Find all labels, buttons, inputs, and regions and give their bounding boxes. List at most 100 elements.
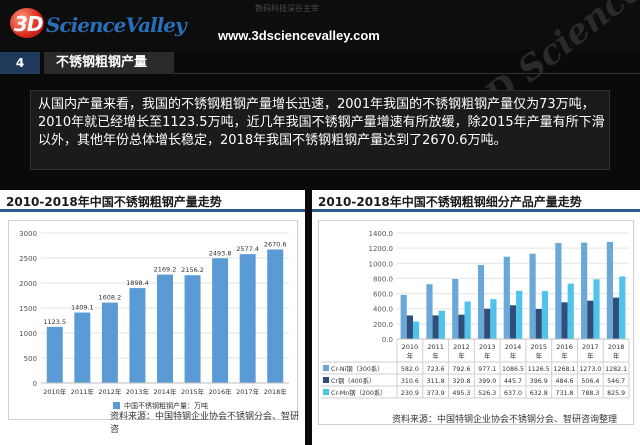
x-tick-suffix: 年 [587,351,594,360]
bar-cr-ni [529,253,536,339]
bar-cr-ni [426,284,433,339]
table-cell: 1086.5 [502,366,524,373]
y-tick-label: 3000 [19,230,37,238]
table-series-label: Cr-Mn钢（200系） [331,388,387,397]
x-tick-label: 2018 [608,343,625,351]
x-tick-label: 2010 [402,343,419,351]
table-cell: 788.3 [581,390,599,397]
table-legend-swatch [323,377,329,383]
x-tick-suffix: 年 [613,351,620,360]
x-tick-label: 2014年 [153,387,177,396]
table-cell: 399.0 [478,378,496,385]
right-chart-panel: 2010-2018年中国不锈钢粗钢细分产品产量走势 0.0 200.0 400.0 6… [312,190,640,445]
faint-header-text: 数码科技深谷主宰 [255,4,319,13]
table-cell: 445.7 [504,378,522,385]
table-cell: 311.8 [427,378,445,385]
table-legend-swatch [323,389,329,395]
bar-value-label: 2169.2 [154,266,177,274]
x-tick-suffix: 年 [407,351,414,360]
y-tick-label: 1000 [19,330,37,338]
table-cell: 1273.0 [579,366,601,373]
x-tick-label: 2016年 [209,387,233,396]
x-tick-label: 2012年 [98,387,122,396]
bar-value-label: 1898.4 [126,279,149,287]
total-output-chart: 0 500 1000 1500 2000 2500 3000 1123.5 2010年 1409.… [19,230,289,410]
x-tick-label: 2013 [479,343,496,351]
table-cell: 792.6 [452,366,470,373]
y-tick-label: 1200.0 [369,245,394,253]
bar-cr-ni [555,242,562,339]
bar [267,249,284,383]
bar-cr-ni [503,256,510,339]
y-tick-label: 400.0 [373,306,393,314]
bar-cr-ni [606,241,614,339]
x-tick-label: 2011年 [71,387,95,396]
table-cell: 506.4 [581,378,599,385]
website-link[interactable]: www.3dsciencevalley.com [218,28,380,43]
bar-value-label: 1123.5 [43,318,66,326]
y-tick-label: 1500 [19,305,37,313]
y-tick-label: 500 [24,355,37,363]
bar-value-label: 2493.8 [209,249,232,257]
table-series-label: Cr-Ni钢（300系） [331,364,384,373]
table-cell: 310.6 [401,378,419,385]
x-tick-suffix: 年 [561,351,568,360]
table-cell: 526.3 [478,390,496,397]
description-text: 从国内产量来看，我国的不锈钢粗钢产量增长迅速，2001年我国的不锈钢粗钢产量仅为… [38,97,605,148]
bar-cr [587,300,594,339]
bar-cr-mn [567,283,574,339]
bar-cr-mn [490,299,497,339]
bar-value-label: 2577.4 [236,245,259,253]
table-cell: 825.9 [607,390,625,397]
y-tick-label: 1000.0 [369,260,394,268]
bar [212,258,229,383]
bar-cr-mn [438,310,445,339]
right-title-rule [312,209,640,212]
bar-cr-ni [400,294,407,339]
y-tick-label: 2000 [19,280,37,288]
bar-cr-mn [541,291,549,339]
bar-cr [535,308,542,339]
y-tick-label: 200.0 [373,321,393,329]
section-title: 不锈钢粗钢产量 [44,52,174,74]
bar-value-label: 1608.2 [99,294,122,302]
section-divider [174,73,640,74]
x-tick-label: 2015 [531,343,548,351]
bar-cr [509,305,517,339]
table-cell: 495.3 [452,390,470,397]
bar [129,288,146,383]
legend-label: 中国不锈钢粗钢产量：万吨 [124,401,208,410]
x-tick-suffix: 年 [510,351,517,360]
header-bar: 3D ScienceValley 数码科技深谷主宰 www.3dsciencev… [0,0,640,50]
table-cell: 731.8 [556,390,574,397]
y-tick-label: 1400.0 [369,230,394,238]
y-tick-label: 0 [33,380,37,388]
left-source-note: 资料来源：中国特钢企业协会不锈钢分会、智研咨 [110,412,300,435]
x-tick-suffix: 年 [484,351,491,360]
bar-cr [432,315,439,339]
bar [184,275,201,383]
table-cell: 1126.5 [528,366,550,373]
left-chart-title: 2010-2018年中国不锈钢粗钢产量走势 [6,195,222,209]
table-cell: 582.0 [401,366,419,373]
table-cell: 1282.1 [605,366,627,373]
logo-prefix: 3D [14,12,44,36]
x-tick-label: 2013年 [126,387,150,396]
table-cell: 373.9 [427,390,445,397]
table-cell: 637.0 [504,390,522,397]
table-series-label: Cr钢（400系） [331,376,375,385]
bar-cr-mn [516,290,523,339]
x-tick-suffix: 年 [458,351,465,360]
bar [101,302,118,383]
x-tick-suffix: 年 [536,351,543,360]
y-tick-label: 800.0 [373,275,393,283]
table-cell: 230.9 [401,390,419,397]
left-chart-panel: 2010-2018年中国不锈钢粗钢产量走势 0 500 1000 1500 2000 25… [0,190,305,445]
bar-cr-mn [464,301,471,339]
table-cell: 396.9 [530,378,548,385]
bar-cr [613,297,620,339]
bar-cr-mn [412,321,420,339]
y-tick-label: 2500 [19,255,37,263]
x-tick-label: 2018年 [264,387,288,396]
table-cell: 546.7 [607,378,625,385]
